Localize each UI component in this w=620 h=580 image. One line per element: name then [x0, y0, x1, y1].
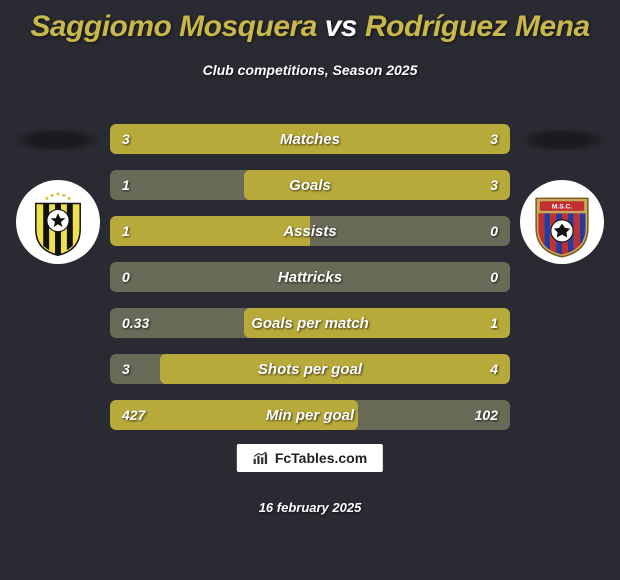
- bar-fill-right: [310, 124, 510, 154]
- comparison-title: Saggiomo Mosquera vs Rodríguez Mena: [0, 0, 620, 44]
- chart-icon: [253, 451, 271, 465]
- shadow-right: [518, 128, 608, 152]
- shield-icon: M.S.C.: [525, 185, 599, 259]
- bar-fill-left: [110, 400, 310, 430]
- bar-fill-left: [110, 124, 310, 154]
- bar-fill-left: [244, 308, 310, 338]
- brand-badge: FcTables.com: [237, 444, 383, 472]
- bar-fill-right: [310, 308, 510, 338]
- club-badge-right: M.S.C.: [520, 180, 604, 264]
- bar-fill-right: [310, 400, 358, 430]
- stat-row: Goals per match0.331: [110, 308, 510, 338]
- club-badge-left: [16, 180, 100, 264]
- brand-text: FcTables.com: [275, 450, 367, 466]
- bar-fill-right: [310, 170, 510, 200]
- stat-row: Shots per goal34: [110, 354, 510, 384]
- shadow-left: [12, 128, 102, 152]
- stat-row: Hattricks00: [110, 262, 510, 292]
- stat-row: Assists10: [110, 216, 510, 246]
- stat-row: Min per goal427102: [110, 400, 510, 430]
- stat-row: Goals13: [110, 170, 510, 200]
- stats-container: Matches33 Goals13 Assists10 Hattricks00 Goal…: [110, 124, 510, 446]
- vs-text: vs: [325, 10, 357, 43]
- subtitle: Club competitions, Season 2025: [0, 62, 620, 78]
- shield-icon: [21, 185, 95, 259]
- stat-row: Matches33: [110, 124, 510, 154]
- player-right-name: Rodríguez Mena: [365, 10, 590, 43]
- date-text: 16 february 2025: [0, 500, 620, 515]
- bar-fill-left: [244, 170, 310, 200]
- bar-fill-left: [160, 354, 310, 384]
- player-left-name: Saggiomo Mosquera: [30, 10, 317, 43]
- svg-text:M.S.C.: M.S.C.: [552, 204, 572, 211]
- bar-fill-left: [110, 216, 310, 246]
- bar-fill-right: [310, 354, 510, 384]
